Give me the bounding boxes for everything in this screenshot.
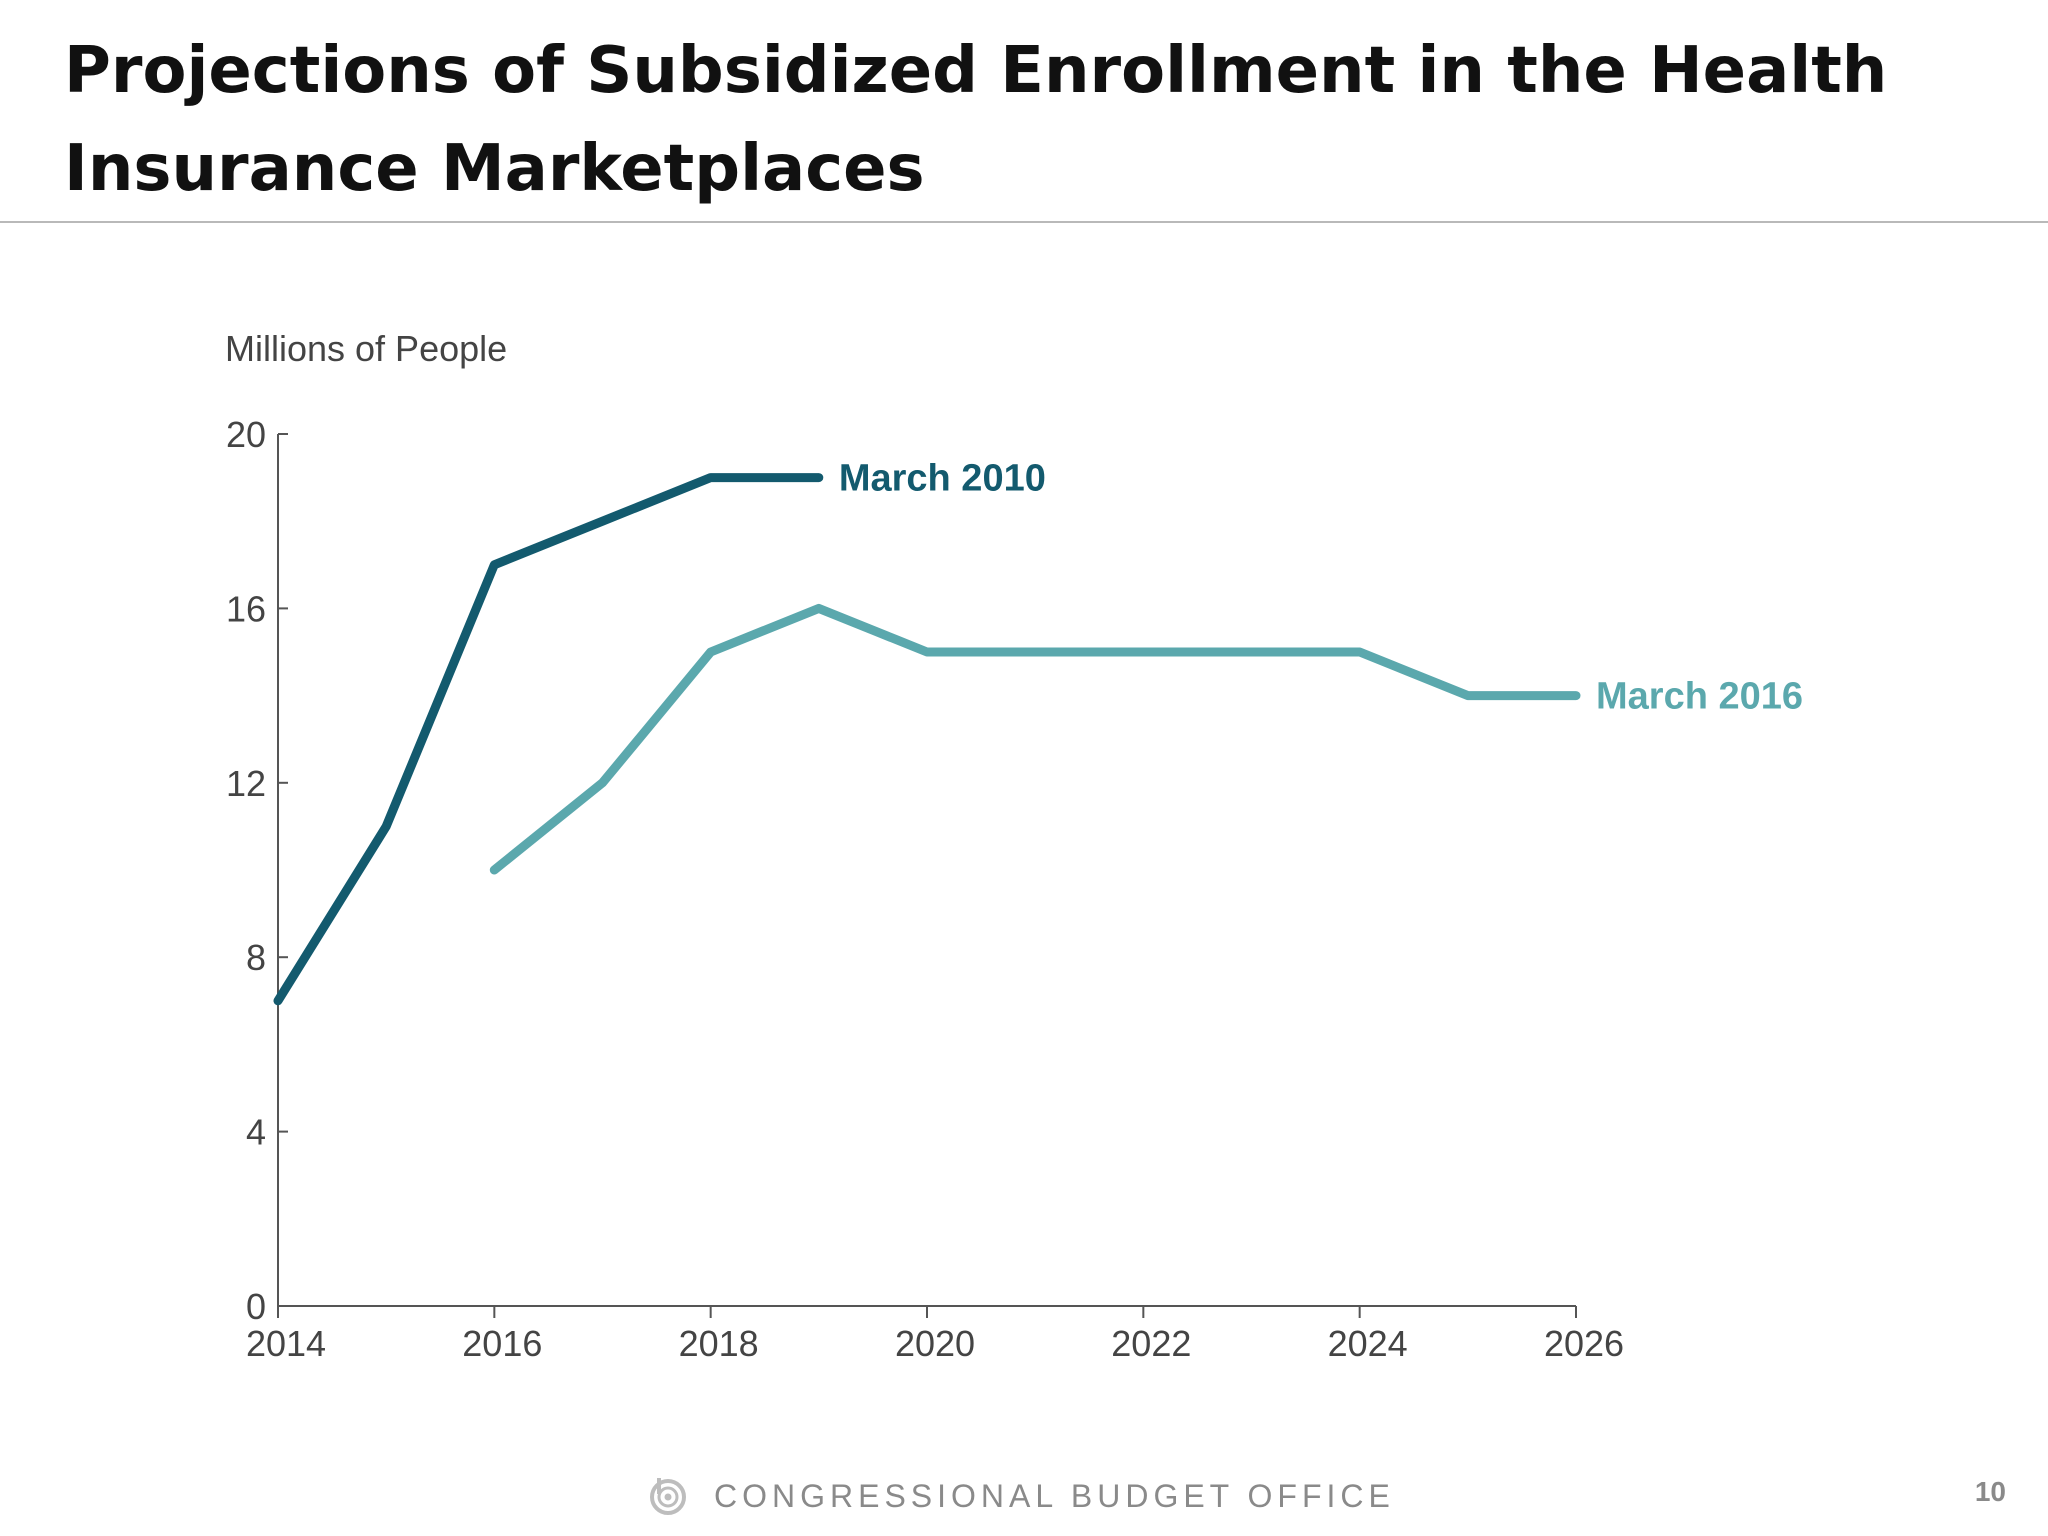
- series-line-1: [273, 473, 824, 1006]
- y-tick-label: 20: [226, 414, 266, 455]
- series-label-2: March 2016: [1596, 676, 1803, 718]
- x-tick-label: 2018: [679, 1323, 759, 1364]
- series-line-2: [489, 603, 1581, 875]
- footer: CONGRESSIONAL BUDGET OFFICE: [648, 1474, 1395, 1518]
- series-lines: [273, 473, 1581, 1006]
- y-tick-label: 12: [226, 763, 266, 804]
- cbo-logo-icon: [650, 1478, 686, 1515]
- x-tick-label: 2016: [462, 1323, 542, 1364]
- series-label-1: March 2010: [839, 458, 1046, 500]
- x-tick-label: 2020: [895, 1323, 975, 1364]
- y-axis-label: Millions of People: [225, 328, 507, 369]
- y-tick-label: 16: [226, 588, 266, 629]
- page-title: Projections of Subsidized Enrollment in …: [64, 34, 1888, 206]
- footer-organization: CONGRESSIONAL BUDGET OFFICE: [714, 1477, 1395, 1514]
- y-tick-label: 4: [246, 1112, 266, 1153]
- x-tick-label: 2014: [246, 1323, 326, 1364]
- page-number: 10: [1974, 1476, 2006, 1507]
- x-tick-label: 2024: [1328, 1323, 1408, 1364]
- title-divider: [0, 221, 2048, 223]
- axes: 0 4 8 12 16 20 2014 2016 2018 2020 2022 2024 2026: [226, 414, 1624, 1364]
- x-tick-label: 2022: [1111, 1323, 1191, 1364]
- x-tick-label: 2026: [1544, 1323, 1624, 1364]
- y-tick-label: 8: [246, 937, 266, 978]
- y-tick-label: 0: [246, 1286, 266, 1327]
- series-labels: March 2010 March 2016: [839, 458, 1803, 718]
